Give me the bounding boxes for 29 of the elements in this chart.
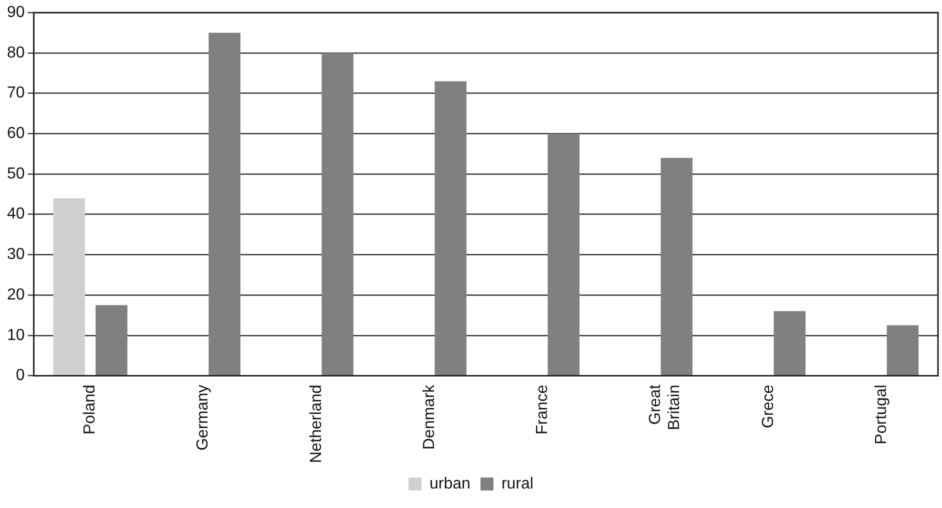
bar [548, 134, 580, 376]
legend-label: urban [430, 475, 470, 492]
y-tick-label: 20 [7, 286, 25, 304]
y-tick-label: 10 [7, 326, 25, 344]
y-tick-label: 40 [7, 206, 25, 223]
y-tick-label: 60 [7, 125, 25, 142]
bar [208, 32, 240, 376]
x-tick-label: Denmark [420, 384, 438, 450]
bar [660, 158, 693, 376]
bar [886, 325, 919, 376]
x-tick-label: Germany [194, 384, 212, 451]
y-tick-label: 0 [16, 367, 25, 384]
y-tick-label: 50 [7, 165, 25, 182]
x-tick-label: Poland [82, 384, 99, 435]
y-tick-label: 90 [7, 4, 25, 22]
bar [434, 81, 466, 376]
x-tick-label: France [534, 384, 551, 435]
x-tick-label: Portugal [872, 384, 890, 444]
bar [53, 198, 86, 376]
legend-label: rural [501, 475, 534, 492]
y-tick-label: 70 [7, 84, 25, 102]
x-tick-label: Great Britain [646, 384, 684, 430]
y-tick-label: 80 [7, 44, 25, 62]
x-tick-label: Netherland [308, 384, 325, 464]
bar [96, 305, 128, 376]
bar [774, 311, 806, 376]
y-tick-label: 30 [7, 246, 25, 264]
bar [322, 52, 354, 376]
x-tick-label: Grece [760, 384, 777, 428]
